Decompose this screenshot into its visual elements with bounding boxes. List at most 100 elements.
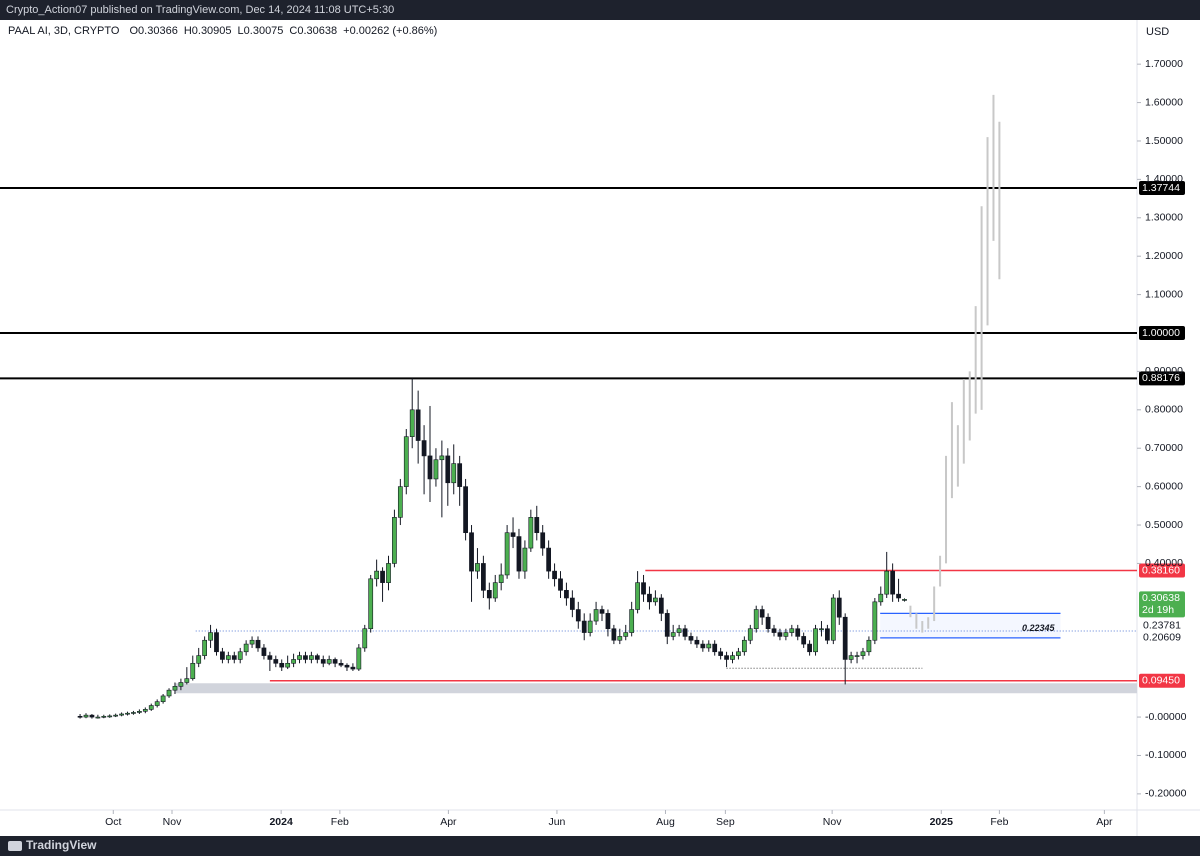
level-tag (1139, 563, 1185, 578)
candle-body (273, 659, 279, 664)
candle-body (558, 578, 563, 591)
level-tag (1139, 673, 1185, 688)
candle-body (374, 570, 380, 580)
y-tick-label: 0.60000 (1145, 480, 1183, 492)
candle-body (783, 632, 789, 637)
x-tick-label: Nov (823, 816, 842, 828)
legend-prefix: L (238, 25, 244, 37)
x-tick-label: Feb (331, 816, 349, 828)
legend: PAAL AI, 3D, CRYPTO O0.30366 H0.30905 L0.30… (8, 25, 437, 37)
candle-body (516, 536, 522, 572)
legend-value: 0.30075 (244, 25, 284, 37)
candle-body (664, 613, 670, 637)
level-tag-label: 1.00000 (1142, 327, 1180, 339)
candle-body (896, 593, 901, 599)
y-tick-label: -0.10000 (1145, 749, 1187, 761)
candle-body (658, 597, 664, 614)
candle-body (753, 609, 759, 630)
candle-body (439, 455, 445, 461)
level-tag (1139, 371, 1185, 386)
candle-body (101, 715, 107, 718)
candle-body (261, 647, 267, 656)
x-tick-label: 2024 (269, 816, 293, 828)
candle-body (747, 628, 753, 641)
y-tick-label: 0.80000 (1145, 404, 1183, 416)
candle-body (848, 655, 854, 660)
x-tick-label: Aug (656, 816, 675, 828)
candle-body (842, 616, 848, 660)
candle-body (433, 459, 439, 480)
candle-body (142, 709, 148, 712)
brand-logo (8, 841, 22, 851)
candle-body (730, 655, 735, 660)
candle-body (854, 655, 860, 657)
x-tick-label: 2025 (930, 816, 954, 828)
level-tag-label: 1.37744 (1142, 182, 1180, 194)
level-tag-label: 0.88176 (1142, 372, 1180, 384)
y-tick-label: -0.00000 (1145, 711, 1187, 723)
candle-body (237, 651, 243, 660)
candle-body (623, 632, 629, 637)
axis-tag: 0.23781 (1143, 620, 1181, 632)
candle-body (463, 486, 468, 534)
candle-body (789, 628, 795, 633)
candle-body (392, 517, 397, 564)
y-tick-label: 0.40000 (1145, 557, 1183, 569)
x-tick-label: Sep (716, 816, 735, 828)
candle-body (386, 563, 391, 583)
candle-body (819, 628, 824, 631)
candle-body (403, 436, 409, 487)
y-tick-label: 1.40000 (1145, 173, 1183, 185)
candle-body (599, 609, 605, 614)
candle-body (344, 664, 350, 668)
candle-body (724, 655, 729, 660)
candle-body (208, 632, 213, 641)
x-tick-label: Oct (105, 816, 121, 828)
candle-body (534, 517, 540, 534)
candle-body (860, 651, 866, 656)
x-tick-label: Apr (1096, 816, 1113, 828)
legend-prefix: H (184, 25, 192, 37)
candle-body (362, 628, 368, 649)
candle-body (350, 666, 356, 670)
candle-body (231, 655, 237, 660)
plot: 0.22345 (0, 94, 1138, 719)
candle-body (469, 532, 474, 572)
candle-body (107, 715, 113, 718)
candle-body (581, 620, 587, 633)
x-tick-label: Nov (163, 816, 182, 828)
candle-body (498, 574, 504, 583)
countdown: 2d 19h (1142, 604, 1174, 616)
candle-body (190, 662, 196, 679)
candle-body (552, 570, 557, 580)
legend-change: +0.00262 (+0.86%) (343, 25, 437, 37)
candle-body (712, 643, 718, 653)
candle-body (481, 563, 486, 591)
candle-body (291, 659, 296, 664)
candle-body (492, 582, 498, 599)
candle-body (564, 590, 569, 599)
candle-body (593, 609, 599, 622)
candle-body (397, 486, 403, 518)
candle-body (214, 632, 219, 653)
candle-body (694, 639, 700, 645)
level-tag (1139, 181, 1185, 196)
candle-body (617, 636, 623, 641)
currency: USD (1146, 26, 1169, 38)
candle-body (320, 659, 326, 664)
candle-body (166, 689, 172, 697)
level-tag (1139, 326, 1185, 341)
candle-body (279, 662, 285, 668)
candle-body (825, 628, 830, 641)
y-tick-label: 1.30000 (1145, 212, 1183, 224)
candle-body (688, 636, 694, 641)
y-tick-label: 0.70000 (1145, 442, 1183, 454)
candle-body (148, 705, 154, 710)
candle-body (309, 655, 314, 660)
legend-value: 0.30638 (297, 25, 337, 37)
level-tag-label: 0.38160 (1142, 564, 1180, 576)
legend-value: 0.30366 (138, 25, 178, 37)
candle-body (546, 547, 552, 572)
candle-body (267, 655, 273, 660)
